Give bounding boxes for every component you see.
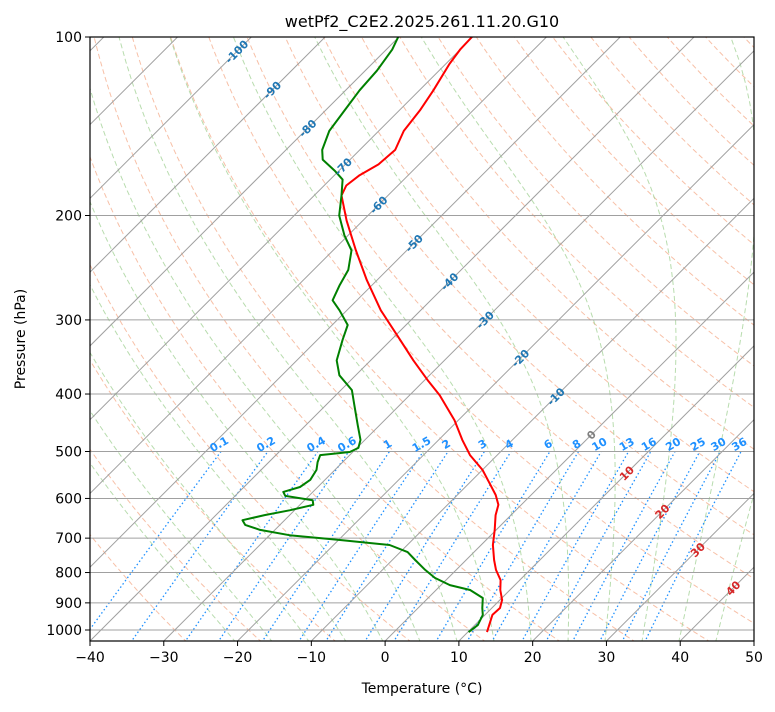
isotherm-line [0,10,352,655]
isotherm-line [519,10,775,655]
dry-adiabat [0,37,262,643]
x-axis-label: Temperature (°C) [361,681,483,697]
y-tick-label: 900 [55,596,82,612]
dry-adiabat [706,37,775,643]
dry-adiabat [667,37,775,643]
x-tick-label: 40 [671,650,689,666]
isotherm-line [76,10,721,655]
isotherm-line [740,10,775,655]
isotherm-line [150,10,775,655]
moist-adiabat [0,37,310,643]
y-tick-label: 500 [55,444,82,460]
y-tick-label: 100 [55,30,82,46]
y-tick-label: 200 [55,209,82,225]
profile-curves [243,37,503,632]
y-tick-label: 800 [55,566,82,582]
x-tick-label: 0 [381,650,390,666]
dry-adiabat [0,37,337,643]
mixing-ratio-line [599,452,700,643]
mixing-ratio-line [325,452,448,643]
y-axis-label: Pressure (hPa) [13,289,29,389]
dry-adiabat [515,37,775,643]
mixing-ratio-label: 3 [476,437,489,452]
y-tick-label: 400 [55,387,82,403]
isotherm-line [667,10,775,655]
moist-adiabat [0,37,273,643]
x-tick-label: 10 [450,650,468,666]
y-tick-label: 1000 [46,623,82,639]
mixing-ratio-label: 4 [503,437,516,452]
isotherm-line [0,10,500,655]
y-tick-label: 600 [55,491,82,507]
dry-adiabat [591,37,775,643]
mixing-ratio-line [218,452,349,643]
isotherm-line [0,10,278,655]
dry-adiabat [553,37,775,643]
isotherm-line [0,10,574,655]
dry-adiabat [476,37,775,643]
moist-adiabat [716,37,775,643]
background-lines [0,10,775,655]
dry-adiabat [744,37,775,643]
moist-adiabat [563,37,676,643]
y-tick-label: 700 [55,531,82,547]
mixing-ratio-label: 2 [440,437,453,452]
x-tick-label: 30 [598,650,616,666]
mixing-ratio-line [80,452,221,643]
x-tick-label: −40 [75,650,105,666]
mixing-ratio-label: 1 [381,437,394,452]
moist-adiabat [0,37,236,643]
mixing-ratio-line [298,452,423,643]
dry-adiabat [18,37,412,643]
x-tick-label: 50 [745,650,763,666]
dry-adiabat [171,37,712,643]
isotherm-line [0,10,205,655]
x-tick-label: −20 [223,650,253,666]
chart-title: wetPf2_C2E2.2025.261.11.20.G10 [285,12,559,32]
isotherm-line [372,10,775,655]
isotherm-line [224,10,775,655]
x-tick-label: −30 [149,650,179,666]
dry-adiabat [132,37,636,643]
isotherm-line [298,10,775,655]
dewpoint-profile-line [243,37,483,632]
mixing-ratio-label: 6 [542,437,555,452]
x-tick-label: −10 [297,650,327,666]
moist-adiabat [315,37,569,643]
dry-adiabat [362,37,775,643]
y-tick-label: 300 [55,313,82,329]
x-tick-label: 20 [524,650,542,666]
